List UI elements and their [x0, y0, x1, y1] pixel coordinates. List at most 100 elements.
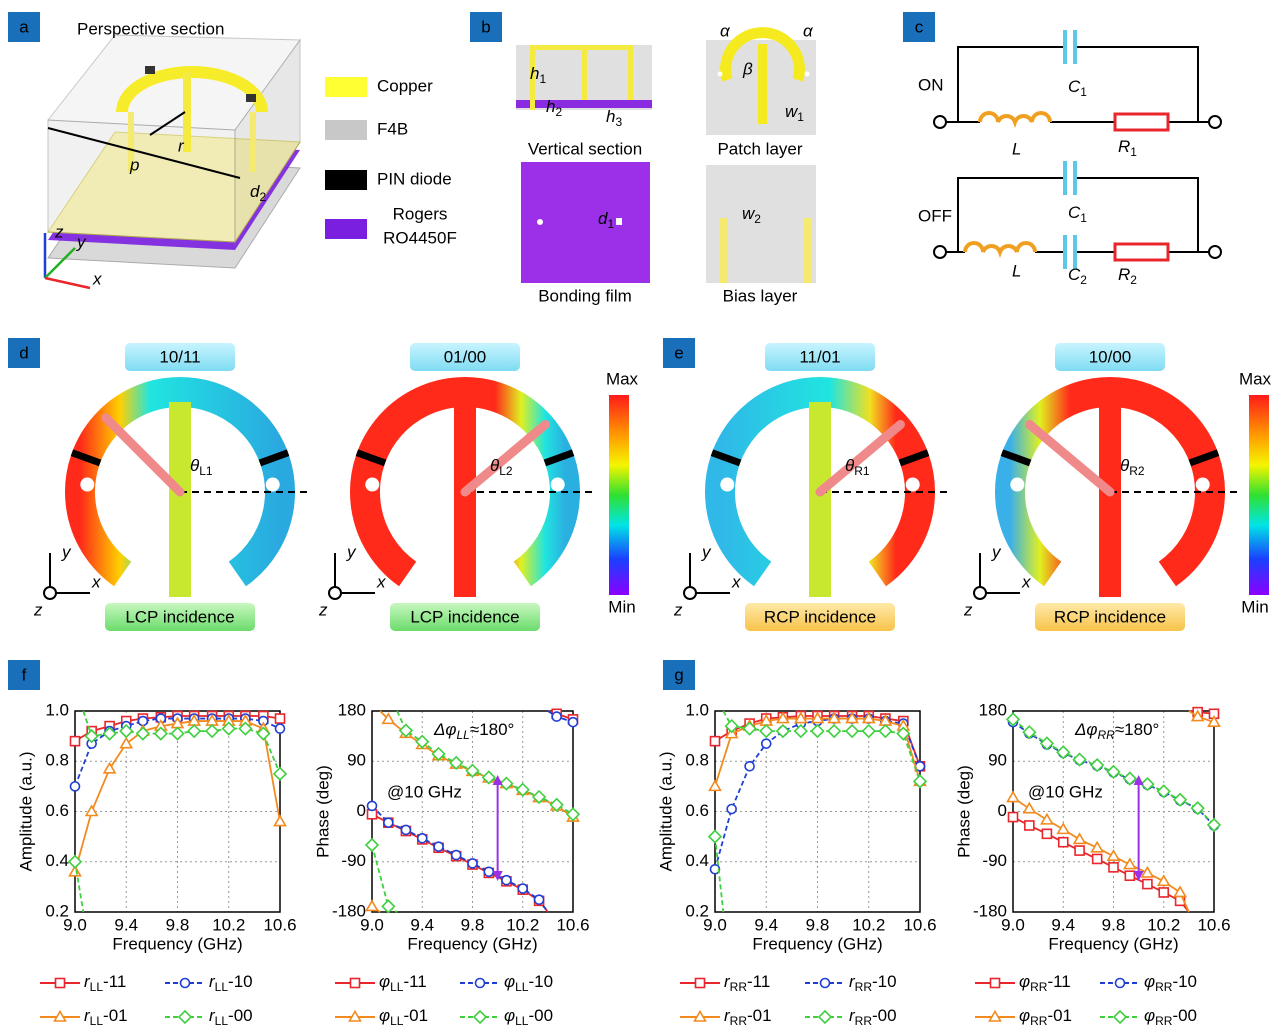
marker	[991, 979, 1000, 988]
marker	[276, 714, 285, 723]
symbol-main: C	[1068, 77, 1081, 96]
via	[80, 478, 94, 492]
legend-suffix: -10	[528, 972, 553, 991]
marker	[275, 816, 286, 826]
x-tick-label: 9.0	[63, 915, 87, 934]
panel-label: c	[915, 17, 924, 36]
legend-suffix: -01	[1047, 1006, 1072, 1025]
axis-name: z	[963, 600, 973, 619]
marker	[709, 831, 721, 843]
label: Max	[1239, 369, 1272, 388]
marker	[1058, 824, 1069, 834]
legend-sub: LL	[515, 980, 529, 994]
colorbar	[609, 395, 629, 595]
symbol-sub: 2	[1130, 273, 1137, 287]
y-axis-title: Phase (deg)	[954, 765, 973, 858]
legend-sub: RR	[855, 980, 873, 994]
x-tick-label: 9.8	[806, 915, 830, 934]
field-stem	[809, 402, 831, 597]
marker	[274, 768, 286, 780]
annotation: @10 GHz	[387, 782, 462, 801]
label: Vertical section	[528, 139, 642, 158]
x-tick-label: 10.2	[212, 915, 245, 934]
y-tick-label: 0	[357, 801, 366, 820]
marker	[172, 728, 184, 740]
symbol: R2	[1118, 265, 1137, 287]
marker	[1174, 794, 1186, 806]
legend-suffix: -11	[103, 972, 126, 991]
x-tick-label: 10.6	[903, 915, 936, 934]
legend-label: φLL-01	[379, 1006, 428, 1028]
legend-sub: RR	[855, 1014, 873, 1028]
legend-label: φRR-11	[1019, 972, 1071, 994]
via	[906, 478, 920, 492]
x-tick-label: 10.2	[1147, 915, 1180, 934]
symbol: R1	[1118, 137, 1137, 159]
label: Bonding film	[538, 286, 632, 305]
symbol-sub: L2	[499, 464, 513, 478]
annotation: ΔφLL≈180°	[433, 720, 514, 742]
label: α	[803, 21, 814, 40]
marker	[812, 725, 824, 737]
axis-name: y	[76, 232, 87, 251]
symbol: h3	[606, 107, 622, 129]
x-tick-label: 10.6	[263, 915, 296, 934]
axis-name: z	[673, 600, 683, 619]
legend-label: φRR-10	[1144, 972, 1197, 994]
label: PIN diode	[377, 169, 452, 188]
field-stem	[169, 402, 191, 597]
marker	[1074, 834, 1085, 844]
annotation: ΔφRR≈180°	[1074, 720, 1159, 742]
legend-sub: RR	[1155, 1014, 1173, 1028]
marker	[518, 884, 527, 893]
marker	[1108, 851, 1119, 861]
y-tick-label: -90	[982, 851, 1007, 870]
marker	[71, 737, 80, 746]
legend-suffix: -00	[528, 1006, 553, 1025]
panel-label: e	[674, 343, 683, 362]
marker	[1175, 887, 1186, 897]
annotation-tail: ≈180°	[1115, 720, 1160, 739]
swatch	[325, 170, 367, 190]
y-axis-title: Amplitude (a.u.)	[16, 752, 35, 872]
legend-suffix: -00	[228, 1006, 253, 1025]
marker	[351, 979, 360, 988]
legend-suffix: -10	[872, 972, 897, 991]
x-axis-title: Frequency (GHz)	[1048, 934, 1178, 953]
y-tick-label: -90	[341, 851, 366, 870]
legend-suffix: -11	[747, 972, 770, 991]
marker	[777, 725, 789, 737]
y-tick-label: 1.0	[45, 700, 69, 719]
marker	[1074, 754, 1086, 766]
x-tick-label: 9.0	[360, 915, 384, 934]
marker	[711, 737, 720, 746]
axis-z	[329, 587, 341, 599]
marker	[1158, 785, 1170, 797]
marker	[1124, 773, 1136, 785]
marker	[745, 762, 754, 771]
annotation-main: Δφ	[433, 720, 457, 739]
axis-z	[684, 587, 696, 599]
marker	[434, 842, 443, 851]
label: Copper	[377, 76, 433, 95]
marker	[71, 782, 80, 791]
beam-arrow	[1030, 425, 1110, 492]
state-label: 10/00	[1089, 347, 1132, 366]
legend-label: rRR-01	[724, 1006, 772, 1028]
axis-name: y	[346, 542, 357, 561]
axis-x	[45, 278, 90, 288]
y-tick-label: 0.8	[45, 751, 69, 770]
marker	[484, 867, 493, 876]
via	[1196, 478, 1210, 492]
marker	[1158, 876, 1169, 886]
legend-sub: RR	[1030, 980, 1048, 994]
symbol-sub: 1	[607, 217, 614, 231]
marker	[368, 801, 377, 810]
legend-suffix: -01	[103, 1006, 128, 1025]
marker	[552, 712, 561, 721]
state-label: 01/00	[444, 347, 487, 366]
label: ON	[918, 75, 944, 94]
marker	[366, 839, 378, 851]
axis-name: y	[61, 542, 72, 561]
legend-suffix: -01	[403, 1006, 428, 1025]
